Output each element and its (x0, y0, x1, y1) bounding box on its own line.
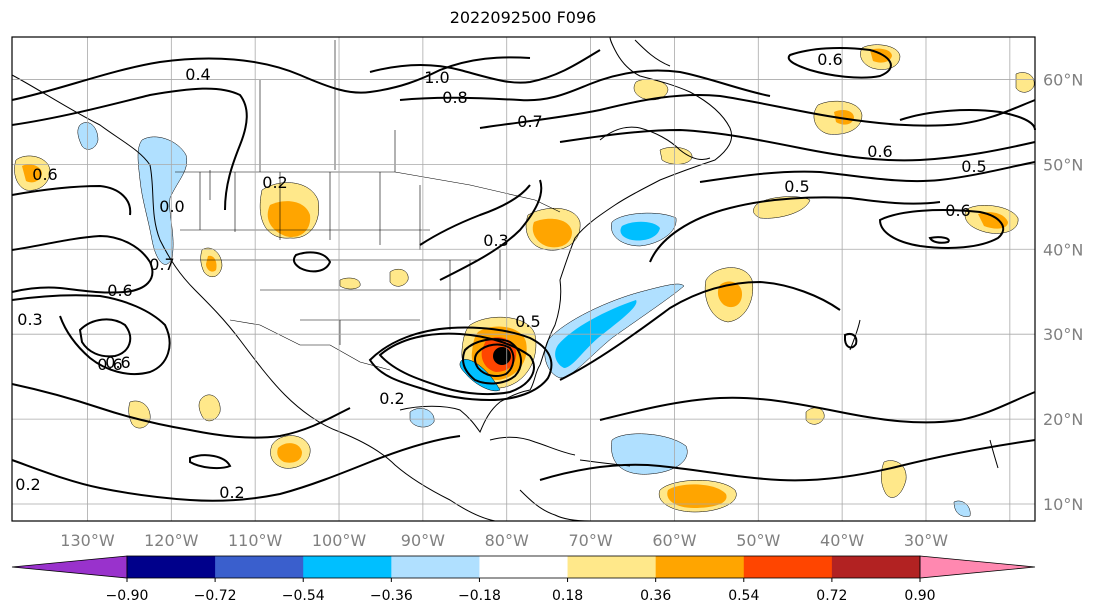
anomaly-positive-area (1015, 72, 1035, 93)
longitude-tick-label: 70°W (568, 531, 612, 550)
contour-value-label: 0.6 (107, 281, 132, 300)
anomaly-positive-area (753, 196, 811, 219)
colorbar-tick-label: −0.72 (194, 588, 237, 604)
contour-value-label: 0.6 (945, 201, 970, 220)
anomaly-negative-area (409, 408, 435, 428)
colorbar-segment (831, 556, 921, 578)
anomaly-positive-area (659, 147, 693, 165)
political-boundaries (175, 40, 561, 371)
contour-value-label: 0.2 (219, 483, 244, 502)
contour-value-label: 0.5 (784, 177, 809, 196)
anomaly-positive-area (834, 110, 854, 125)
anomaly-positive-area (717, 281, 742, 308)
contour-value-label: 1.0 (424, 68, 449, 87)
longitude-labels: 130°W 120°W 110°W 100°W 90°W 80°W 70°W 60°W 50°W… (60, 531, 948, 550)
contour-value-label: 0.6 (97, 355, 122, 374)
contour-value-label: 0.6 (867, 142, 892, 161)
contour-value-label: 0.7 (149, 255, 174, 274)
longitude-tick-label: 110°W (228, 531, 283, 550)
latitude-tick-label: 10°N (1043, 495, 1083, 514)
anomaly-positive-area (339, 277, 361, 290)
longitude-tick-label: 120°W (144, 531, 199, 550)
latitude-tick-label: 40°N (1043, 240, 1083, 259)
anomaly-positive-area (206, 255, 217, 272)
longitude-tick-label: 30°W (904, 531, 948, 550)
contour-value-label: 0.6 (105, 353, 130, 372)
colorbar-tick-label: 0.72 (816, 588, 847, 604)
contour-value-label: 0.2 (262, 173, 287, 192)
map-frame (11, 36, 1036, 522)
colorbar: −0.90 −0.72 −0.54 −0.36 −0.18 0.18 0.36 0.54 0.7… (11, 555, 1036, 604)
anomaly-positive-area (22, 164, 42, 183)
colorbar-tick-label: 0.36 (640, 588, 671, 604)
anomaly-positive-area (267, 201, 311, 238)
colorbar-max-extension (919, 555, 1036, 579)
contour-value-label: 0.2 (379, 389, 404, 408)
anomaly-positive-area (389, 269, 409, 287)
contour-value-label: 0.3 (17, 310, 42, 329)
latitude-tick-label: 50°N (1043, 155, 1083, 174)
anomaly-positive-area (532, 218, 572, 248)
contour-labels: 0.4 1.00.80.70.60.60.50.50.60.6 0.20.60.60… (15, 50, 986, 502)
latitude-tick-label: 30°N (1043, 325, 1083, 344)
contour-value-label: 0.7 (517, 112, 542, 131)
latitude-tick-label: 20°N (1043, 410, 1083, 429)
anomaly-negative-area (953, 500, 971, 517)
longitude-tick-label: 80°W (485, 531, 529, 550)
contour-value-label: 0.6 (32, 165, 57, 184)
graticule (12, 37, 1035, 521)
colorbar-min-extension (11, 555, 128, 579)
anomaly-negative-area (620, 221, 660, 241)
anomaly-positive-area (978, 212, 1008, 229)
longitude-tick-label: 50°W (736, 531, 780, 550)
map-title: 2022092500 F096 (449, 8, 597, 27)
contour-value-label: 0.0 (159, 197, 184, 216)
colorbar-tick-label: −0.90 (106, 588, 149, 604)
colorbar-segment (303, 556, 392, 578)
longitude-tick-label: 40°W (820, 531, 864, 550)
colorbar-segment (391, 556, 480, 578)
contour-value-label: 0.6 (817, 50, 842, 69)
latitude-labels: 10°N 20°N 30°N 40°N 50°N 60°N (1043, 70, 1083, 514)
storm-center (493, 347, 511, 365)
map-area: 0.4 1.00.80.70.60.60.50.50.60.6 0.20.60.60… (11, 36, 1036, 522)
colorbar-tick-label: −0.36 (370, 588, 413, 604)
anomaly-positive-area (667, 484, 727, 508)
longitude-tick-label: 60°W (652, 531, 696, 550)
contour-value-label: 0.2 (15, 475, 40, 494)
colorbar-tick-label: −0.18 (458, 588, 501, 604)
colorbar-segment (215, 556, 304, 578)
contour-value-label: 0.3 (483, 231, 508, 250)
colorbar-tick-label: −0.54 (282, 588, 325, 604)
colorbar-segment (743, 556, 833, 578)
contour-value-label: 0.5 (961, 157, 986, 176)
anomaly-positive-area (198, 394, 221, 422)
latitude-tick-label: 60°N (1043, 70, 1083, 89)
longitude-tick-label: 130°W (60, 531, 115, 550)
contour-value-label: 0.8 (442, 88, 467, 107)
contour-value-label: 0.5 (515, 312, 540, 331)
anomaly-positive-area (277, 443, 302, 463)
longitude-tick-label: 100°W (312, 531, 367, 550)
colorbar-segment (127, 556, 216, 578)
colorbar-tick-label: 0.90 (904, 588, 935, 604)
colorbar-segment (479, 556, 569, 578)
colorbar-segment (655, 556, 745, 578)
contour-lines (11, 46, 1036, 502)
longitude-tick-label: 90°W (401, 531, 445, 550)
colorbar-tick-label: 0.54 (728, 588, 759, 604)
anomaly-negative-area (77, 122, 99, 150)
colorbar-segment (567, 556, 657, 578)
colorbar-tick-label: 0.18 (552, 588, 583, 604)
contour-value-label: 0.4 (185, 65, 210, 84)
anomaly-positive-area (805, 407, 825, 425)
colorbar-outline (126, 555, 921, 579)
